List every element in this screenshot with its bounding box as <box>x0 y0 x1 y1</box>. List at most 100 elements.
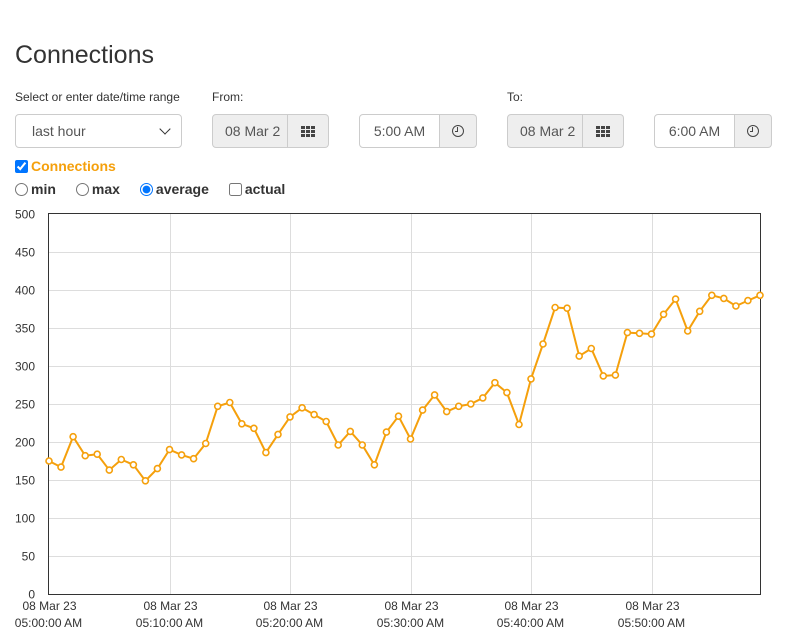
to-time-input[interactable]: 6:00 AM <box>654 114 735 148</box>
data-point <box>57 463 65 471</box>
mode-average[interactable]: average <box>139 181 209 197</box>
data-point <box>539 340 547 348</box>
data-point <box>503 388 511 397</box>
connections-checkbox[interactable] <box>15 159 28 173</box>
clock-icon <box>452 125 464 137</box>
data-point <box>732 302 740 310</box>
data-point <box>719 294 728 303</box>
mode-actual-label: actual <box>244 181 286 197</box>
data-point <box>635 329 644 338</box>
data-point <box>671 295 680 303</box>
data-point <box>238 420 246 428</box>
data-point <box>226 398 234 407</box>
data-point <box>153 464 162 473</box>
data-point <box>382 428 391 436</box>
y-tick-label: 250 <box>15 398 35 412</box>
data-point <box>454 402 463 411</box>
data-point <box>286 413 294 421</box>
plot-frame <box>48 213 761 595</box>
data-point <box>274 430 282 439</box>
from-date-input[interactable]: 08 Mar 2 <box>212 114 288 148</box>
mode-average-label: average <box>155 181 209 197</box>
y-tick-label: 150 <box>15 474 35 488</box>
to-label: To: <box>507 90 524 104</box>
from-date-picker-button[interactable] <box>288 114 329 148</box>
to-date-picker-button[interactable] <box>583 114 624 148</box>
data-point <box>466 400 475 408</box>
data-point <box>105 466 114 474</box>
mode-min-radio[interactable] <box>15 182 28 196</box>
data-point <box>599 372 608 380</box>
data-point <box>262 448 270 457</box>
data-point <box>346 427 355 436</box>
data-point <box>491 378 499 387</box>
mode-max-radio[interactable] <box>75 182 89 196</box>
connections-chart: 0 50 100 150 200 250 300 350 400 450 500 08 Mar 23… <box>15 208 764 630</box>
calendar-grid-icon <box>301 125 315 137</box>
chevron-down-icon <box>159 123 171 135</box>
data-point <box>551 303 559 312</box>
data-point <box>478 394 487 402</box>
to-date-input[interactable]: 08 Mar 2 <box>507 114 583 148</box>
data-point <box>647 330 656 338</box>
from-time-input[interactable]: 5:00 AM <box>359 114 440 148</box>
to-date-value: 08 Mar 2 <box>520 123 576 139</box>
mode-average-radio[interactable] <box>139 182 153 196</box>
data-point <box>442 407 451 416</box>
data-point <box>611 371 620 379</box>
data-point <box>81 451 89 460</box>
data-point <box>587 344 596 353</box>
data-point <box>430 391 439 399</box>
x-tick-time-label: 05:30:00 AM <box>377 616 444 630</box>
data-point <box>623 328 632 337</box>
data-point <box>563 304 571 312</box>
x-axis: 08 Mar 23 05:00:00 AM 08 Mar 23 05:10:00 AM… <box>15 599 685 630</box>
mode-max[interactable]: max <box>75 181 120 197</box>
data-point <box>189 454 198 463</box>
data-point <box>322 417 331 426</box>
from-time-value: 5:00 AM <box>373 123 426 139</box>
mode-max-label: max <box>91 181 120 197</box>
data-point <box>418 406 427 414</box>
x-tick-date-label: 08 Mar 23 <box>143 599 197 613</box>
data-point <box>129 460 138 469</box>
range-select[interactable]: last hour <box>15 114 182 148</box>
connections-toggle[interactable]: Connections <box>15 158 116 174</box>
data-point <box>744 296 752 305</box>
y-tick-label: 0 <box>28 588 35 602</box>
data-point <box>213 402 222 411</box>
x-tick-date-label: 08 Mar 23 <box>384 599 438 613</box>
data-point <box>659 310 668 319</box>
y-tick-label: 200 <box>15 436 35 450</box>
from-time-picker-button[interactable] <box>440 114 477 148</box>
data-point <box>165 445 174 454</box>
to-time-picker-button[interactable] <box>735 114 772 148</box>
data-point <box>406 435 415 443</box>
x-tick-time-label: 05:20:00 AM <box>256 616 323 630</box>
page-title: Connections <box>15 41 154 69</box>
x-tick-date-label: 08 Mar 23 <box>625 599 679 613</box>
clock-icon <box>747 125 759 137</box>
data-point <box>695 307 704 316</box>
data-point <box>201 439 210 448</box>
mode-min[interactable]: min <box>15 181 56 197</box>
y-axis: 0 50 100 150 200 250 300 350 400 450 500 <box>15 208 35 602</box>
mode-actual-checkbox[interactable] <box>228 182 242 196</box>
x-tick-time-label: 05:00:00 AM <box>15 616 82 630</box>
chart-grid <box>49 214 760 594</box>
x-tick-date-label: 08 Mar 23 <box>22 599 76 613</box>
data-point <box>370 460 379 469</box>
range-select-value: last hour <box>32 123 86 139</box>
data-point <box>527 375 535 383</box>
x-tick-time-label: 05:40:00 AM <box>497 616 564 630</box>
from-date-value: 08 Mar 2 <box>225 123 281 139</box>
connections-series-line <box>48 294 761 483</box>
y-tick-label: 500 <box>15 208 35 222</box>
x-tick-time-label: 05:50:00 AM <box>618 616 685 630</box>
aggregation-mode-group: min max average actual <box>15 181 305 197</box>
connections-checkbox-label: Connections <box>31 158 116 174</box>
data-point <box>141 476 150 485</box>
data-point <box>250 424 258 433</box>
data-point <box>394 412 403 420</box>
mode-actual[interactable]: actual <box>228 181 286 197</box>
